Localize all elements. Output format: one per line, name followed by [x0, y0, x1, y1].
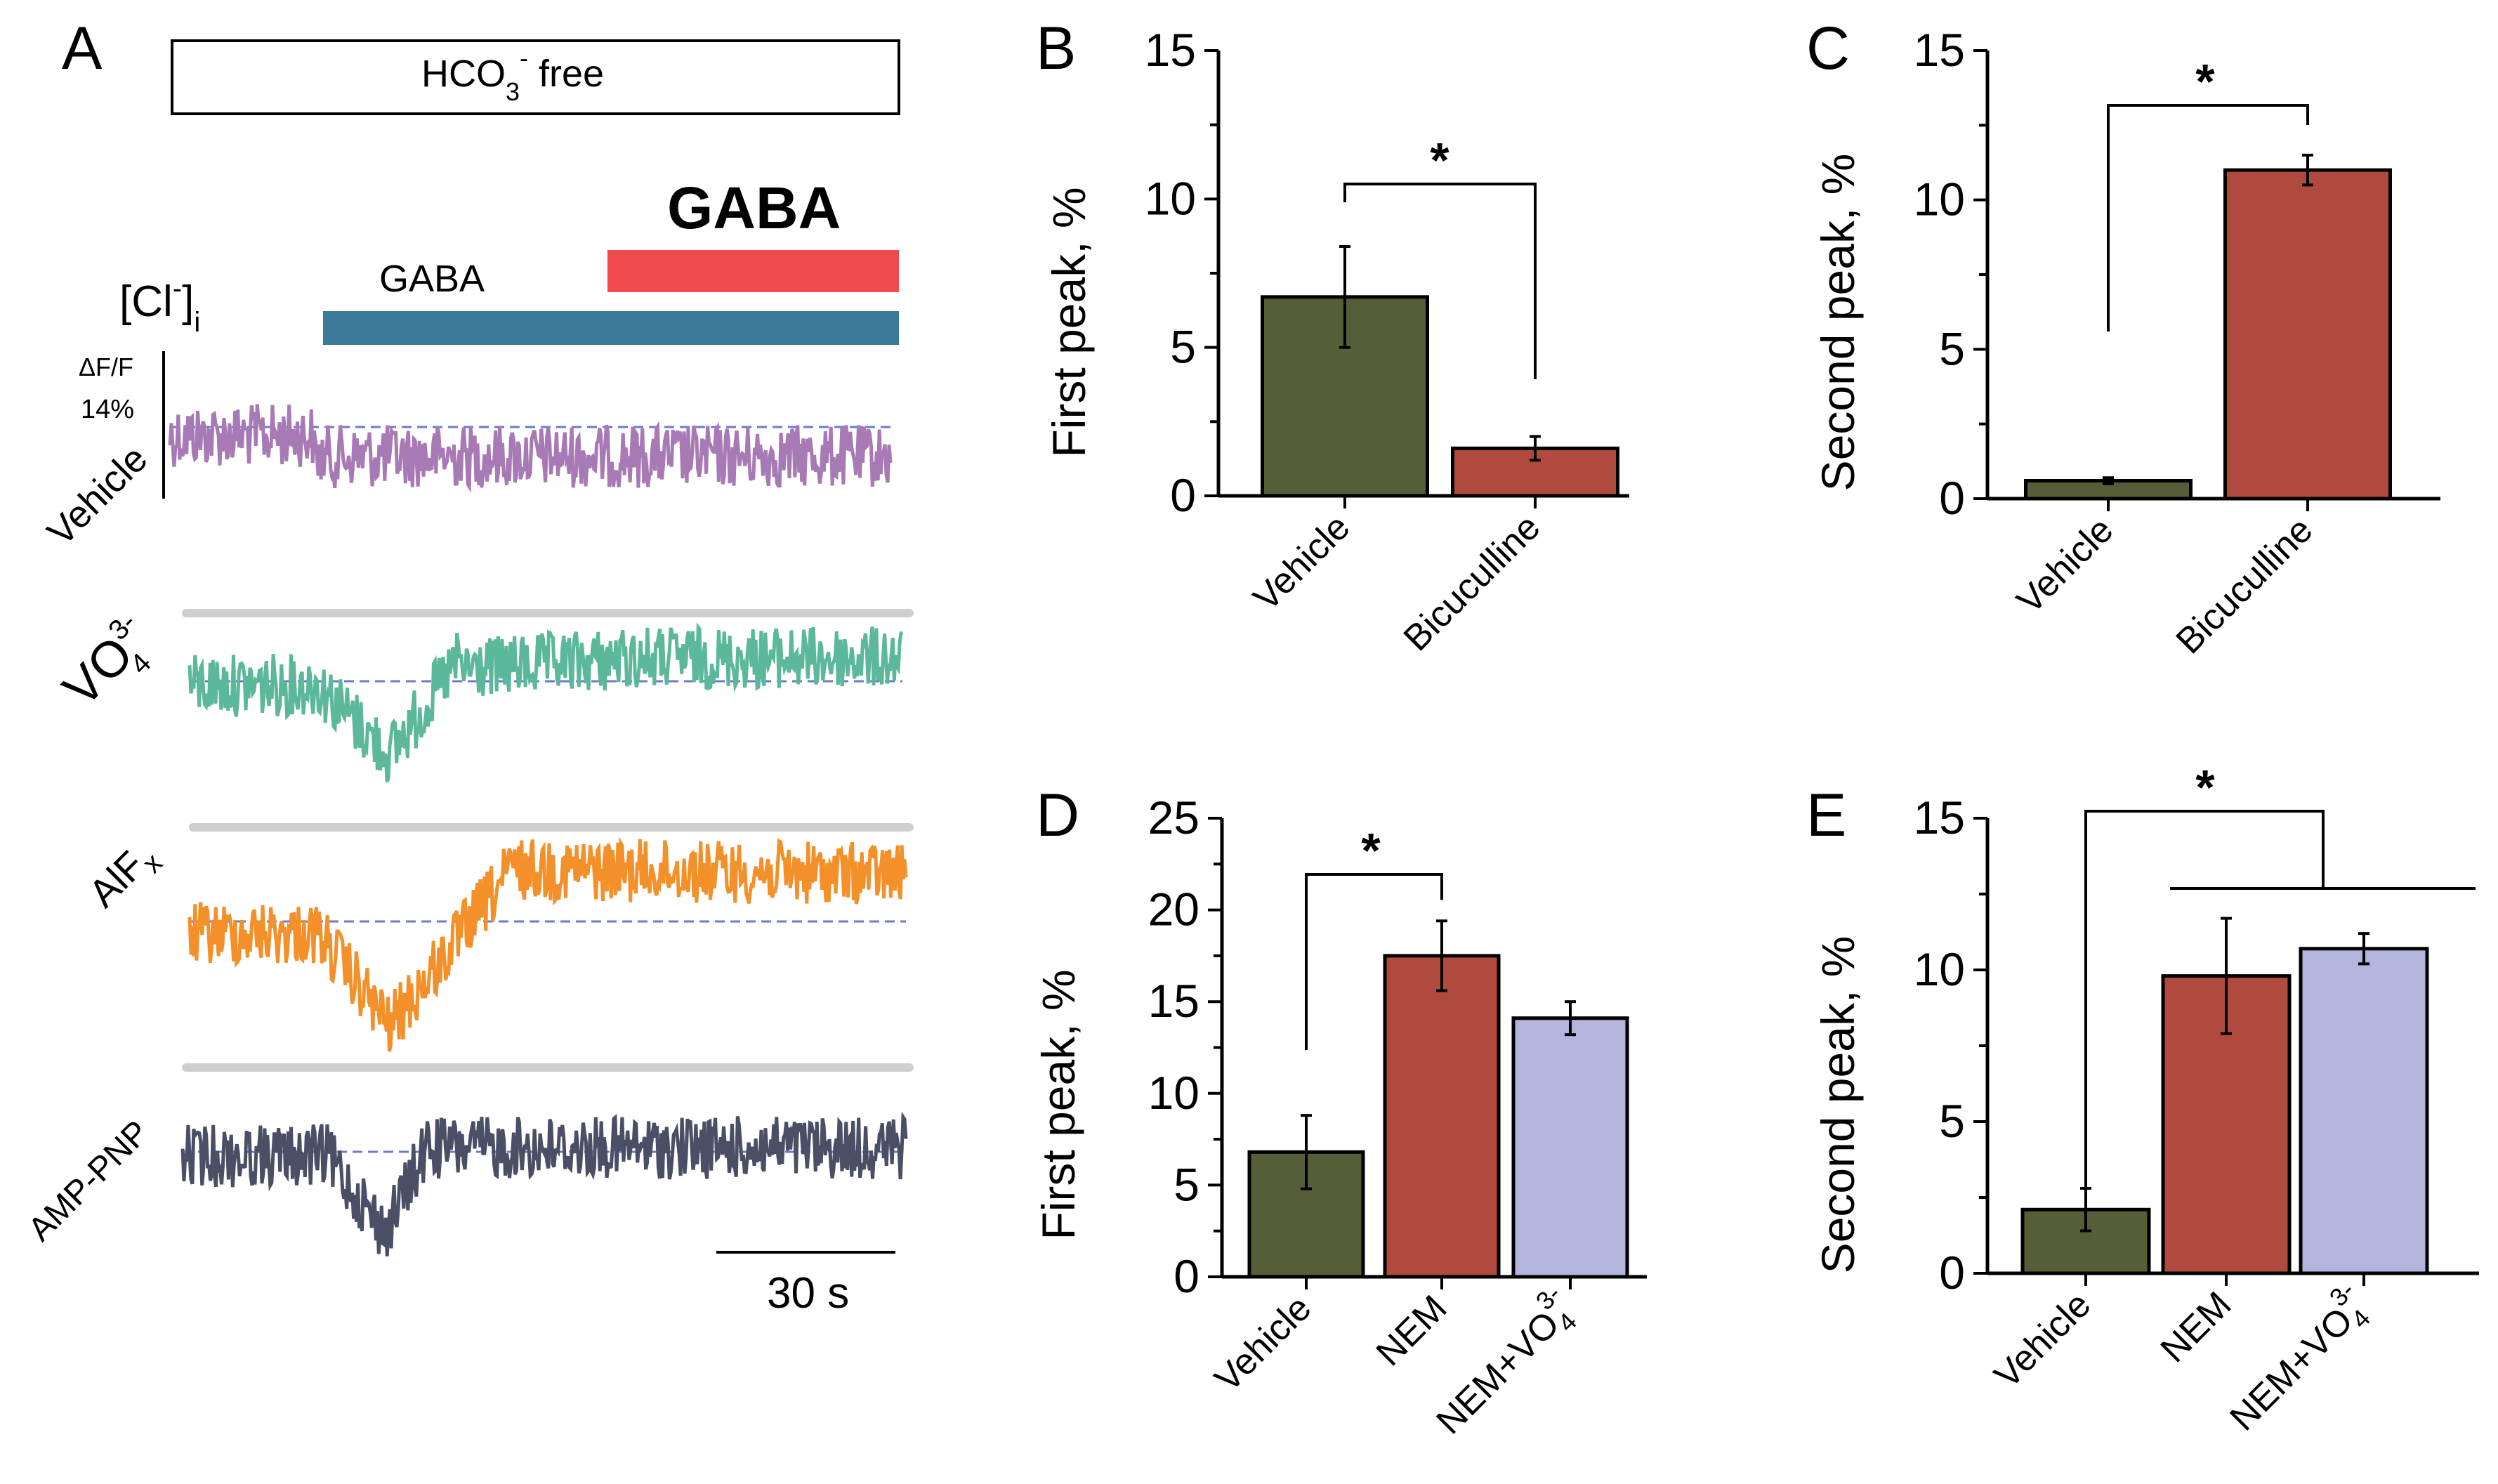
gaba-big-bar: [607, 250, 899, 292]
scale-label-bottom: 14%: [81, 395, 134, 424]
x-tick-label: NEM: [2153, 1284, 2240, 1370]
x-tick-label-text: Vehicle: [1246, 506, 1358, 619]
y-tick-label: 5: [1939, 1095, 1965, 1147]
bar-nem: [1383, 954, 1501, 1279]
panel-d-ylabel: First peak, %: [1032, 969, 1084, 1240]
trace-0: [168, 404, 893, 493]
y-tick-label: 15: [1148, 975, 1199, 1027]
x-tick-label-text: Vehicle: [1987, 1284, 2099, 1396]
panel-b-letter: B: [1036, 15, 1076, 82]
x-tick-label: Vehicle: [2009, 509, 2122, 622]
panel-a-letter: A: [62, 15, 103, 82]
trace-2: [188, 836, 908, 1052]
x-tick-label-text: Bicuculline: [1396, 506, 1549, 659]
significance-star: *: [1361, 823, 1381, 878]
trace-1: [188, 622, 904, 783]
trace-label-vanadate: VO3-4: [51, 607, 170, 725]
x-tick-label: NEM+VO43-: [1420, 1279, 1588, 1447]
chloride-label: [Cl-]i: [119, 273, 200, 338]
panel-c: C Second peak, % 0 5 10 15 Vehicle Bicucullin…: [1806, 15, 2440, 662]
significance-bracket: [2107, 104, 2309, 331]
x-tick-label: Bicuculline: [2169, 509, 2321, 662]
panel-e-letter: E: [1806, 782, 1846, 849]
bar-nem-vo: [1511, 1016, 1629, 1279]
x-tick-label: NEM: [1369, 1287, 1455, 1374]
traces-layer: [168, 404, 908, 1256]
x-tick-label-text: NEM+VO: [1428, 1304, 1567, 1442]
gaba-big-label: GABA: [667, 175, 841, 241]
panel-a: A HCO3- free GABA GABA [Cl-]i ΔF/F 14% V…: [21, 15, 914, 1318]
significance-star: *: [2195, 760, 2215, 815]
panel-b-ylabel: First peak, %: [1043, 187, 1095, 457]
x-tick-label-text: NEM+VO: [2222, 1300, 2360, 1438]
panel-c-plot: 0 5 10 15 Vehicle Bicuculline *: [1914, 24, 2440, 662]
x-tick-label-text: NEM: [2153, 1284, 2240, 1370]
bar-nem-vo: [2299, 947, 2429, 1275]
y-tick-label: 15: [1914, 792, 1965, 843]
panel-c-letter: C: [1806, 15, 1850, 82]
time-scale-label: 30 s: [767, 1269, 849, 1318]
y-tick-label: 10: [1148, 1067, 1199, 1119]
significance-star: *: [1430, 133, 1450, 188]
significance-bracket: [1343, 183, 1537, 379]
y-tick-label: 0: [1174, 1250, 1199, 1302]
y-tick-label: 0: [1939, 1247, 1965, 1299]
y-tick-label: 5: [1170, 321, 1196, 373]
panel-b: B First peak, % 0 5 10 15 Vehicle Bicuculline…: [1036, 15, 1629, 659]
significance-bracket: [1305, 873, 1443, 1050]
y-tick-label: 15: [1914, 24, 1965, 76]
gaba-small-bar: [323, 311, 899, 345]
panel-c-ylabel: Second peak, %: [1812, 154, 1864, 492]
x-tick-label: Vehicle: [1207, 1287, 1320, 1400]
x-tick-label: Bicuculline: [1396, 506, 1549, 659]
y-tick-label: 10: [1145, 172, 1196, 224]
y-tick-label: 0: [1939, 472, 1965, 524]
x-tick-label: Vehicle: [1246, 506, 1358, 619]
panel-e: E Second peak, % 0 5 10 15 Vehicle NEMNEM+VO4…: [1806, 760, 2479, 1443]
bar-bicuculline: [2223, 168, 2392, 501]
y-tick-label: 20: [1148, 884, 1199, 935]
trace-label-alfx: AlFx: [80, 832, 169, 921]
x-tick-label-text: Bicuculline: [2169, 509, 2321, 662]
x-tick-label-text: NEM: [1369, 1287, 1455, 1374]
gaba-small-label: GABA: [379, 258, 485, 300]
scale-label-top: ΔF/F: [79, 353, 133, 381]
y-tick-label: 5: [1174, 1158, 1199, 1210]
significance-star: *: [2195, 54, 2215, 109]
x-tick-label: Vehicle: [1987, 1284, 2099, 1396]
y-tick-label: 5: [1939, 322, 1965, 374]
y-tick-label: 15: [1145, 24, 1196, 76]
significance-bracket: [2084, 810, 2325, 1215]
hco3-free-label: HCO3- free: [421, 44, 604, 106]
x-tick-label-text: Vehicle: [1207, 1287, 1320, 1400]
panel-d-letter: D: [1036, 782, 1079, 849]
y-tick-label: 0: [1170, 469, 1196, 521]
trace-label-amp-pnp: AMP-PNP: [21, 1114, 156, 1249]
x-tick-label: NEM+VO43-: [2214, 1275, 2381, 1443]
panel-b-plot: 0 5 10 15 Vehicle Bicuculline *: [1145, 24, 1629, 659]
trace-label-vehicle: Vehicle: [39, 438, 156, 554]
x-tick-label-text: Vehicle: [2009, 509, 2122, 622]
hco3-free-box: [171, 39, 900, 115]
y-tick-label: 10: [1914, 173, 1965, 225]
y-tick-label: 10: [1914, 943, 1965, 995]
trace-3: [180, 1111, 908, 1256]
panel-d: D First peak, % 0 5 10 15 20 25 Vehicle NEMNEM+…: [1032, 782, 1647, 1447]
panel-e-ylabel: Second peak, %: [1812, 936, 1864, 1274]
y-tick-label: 25: [1148, 792, 1199, 843]
